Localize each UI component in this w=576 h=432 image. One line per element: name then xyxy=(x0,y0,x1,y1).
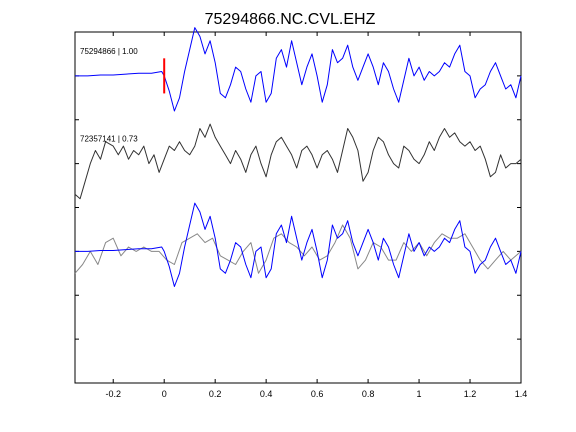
x-ticks: -0.2 0 0.2 0.4 0.6 0.8 1 1.2 1.4 xyxy=(105,32,527,399)
x-tick-label-0: -0.2 xyxy=(105,389,121,399)
plot-frame xyxy=(74,31,522,384)
trace-line-1 xyxy=(74,123,522,200)
chart-title: 75294866.NC.CVL.EHZ xyxy=(205,11,376,28)
traces xyxy=(74,27,522,287)
trace-line-0 xyxy=(75,27,522,112)
trace-labels: 75294866 | 1.00 72357141 | 0.73 xyxy=(80,47,138,144)
x-tick-label-7: 1.2 xyxy=(464,389,477,399)
trace-line-3 xyxy=(75,202,522,287)
x-tick-label-5: 0.8 xyxy=(362,389,375,399)
x-tick-label-8: 1.4 xyxy=(515,389,528,399)
trace-label-1: 72357141 | 0.73 xyxy=(80,135,138,144)
trace-label-0: 75294866 | 1.00 xyxy=(80,47,138,56)
x-tick-label-1: 0 xyxy=(162,389,167,399)
x-tick-label-4: 0.6 xyxy=(311,389,324,399)
trace-line-2 xyxy=(74,224,522,274)
x-tick-label-6: 1 xyxy=(417,389,422,399)
x-tick-label-3: 0.4 xyxy=(260,389,273,399)
x-tick-label-2: 0.2 xyxy=(209,389,222,399)
